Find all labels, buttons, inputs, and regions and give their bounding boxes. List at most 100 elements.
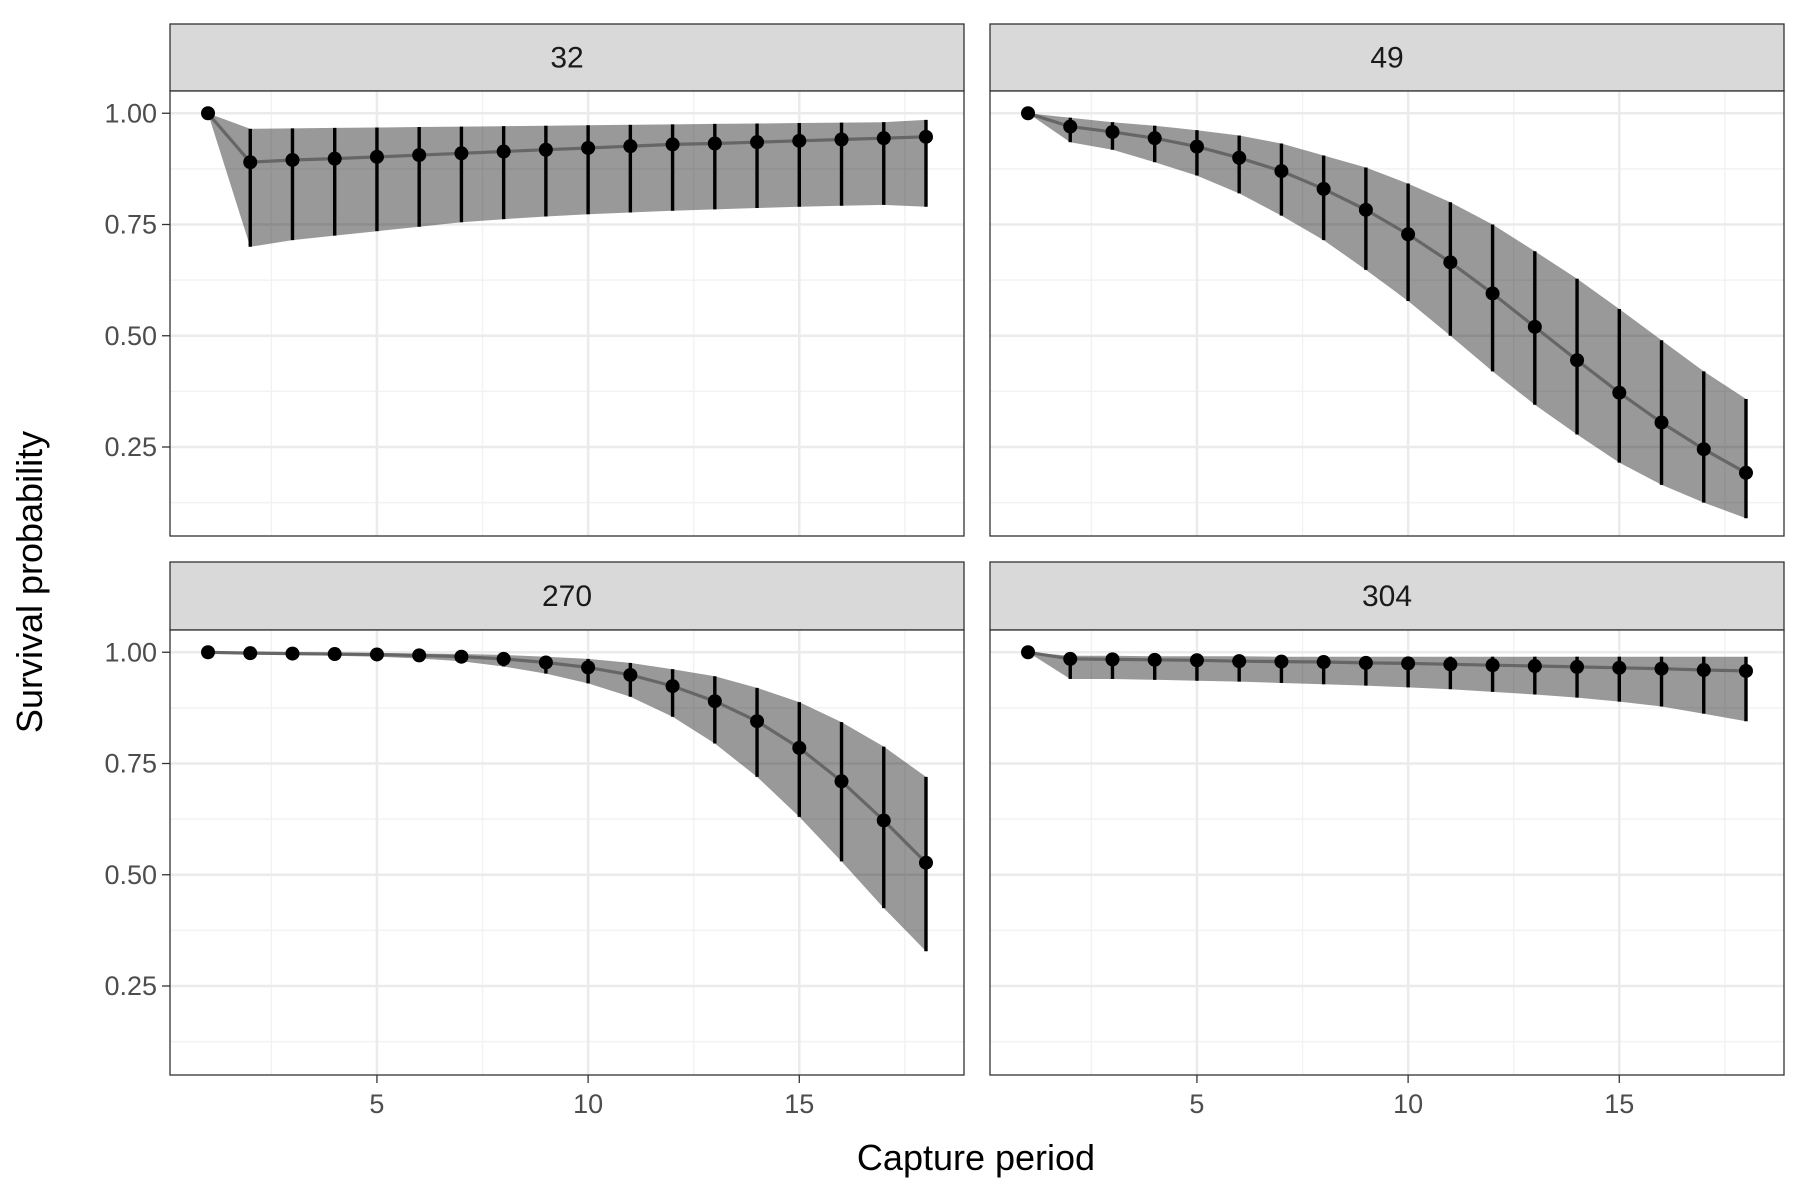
data-point (1232, 150, 1247, 165)
x-tick-label: 10 (573, 1089, 603, 1119)
data-point (707, 136, 722, 151)
data-point (1570, 659, 1585, 674)
x-tick-label: 10 (1393, 1089, 1423, 1119)
data-point (412, 648, 427, 663)
data-point (1063, 119, 1078, 134)
data-point (1401, 656, 1416, 671)
facet-panels: 32 1.00 0.75 0.50 0.25 49 270 1.00 0.75 0.50 0.25 5… (104, 23, 1785, 1119)
data-point (1063, 651, 1078, 666)
facet-strip (989, 23, 1785, 92)
panel-background (990, 630, 1784, 1075)
estimate-line (1027, 111, 1747, 475)
data-point (918, 855, 933, 870)
data-point (327, 151, 342, 166)
data-point (496, 144, 511, 159)
panel-border (989, 90, 1785, 537)
facet-strip-label: 49 (1370, 42, 1403, 75)
y-tick-label: 0.25 (104, 971, 157, 1001)
y-axis-title: Survival probability (9, 431, 50, 733)
data-point (496, 651, 511, 666)
data-point (1147, 652, 1162, 667)
data-point (1105, 124, 1120, 139)
y-tick-label: 0.75 (104, 210, 157, 240)
data-point (285, 646, 300, 661)
data-point (581, 140, 596, 155)
data-point (1021, 645, 1036, 660)
facet-strip-label: 304 (1362, 580, 1412, 613)
data-point (369, 647, 384, 662)
estimate-line (206, 112, 927, 164)
data-point (834, 774, 849, 789)
data-point (1570, 353, 1585, 368)
data-point (834, 132, 849, 147)
data-point (1105, 652, 1120, 667)
facet-strip-label: 270 (542, 580, 592, 613)
data-point (1696, 663, 1711, 678)
data-point (1654, 661, 1669, 676)
data-point (285, 152, 300, 167)
data-point (623, 139, 638, 154)
data-point (1232, 654, 1247, 669)
facet-strip (169, 561, 965, 631)
data-point (665, 137, 680, 152)
x-tick-label: 15 (784, 1089, 814, 1119)
confidence-band (208, 652, 926, 952)
data-point (918, 129, 933, 144)
data-point (707, 694, 722, 709)
data-point (1738, 663, 1753, 678)
x-tick-label: 5 (369, 1089, 384, 1119)
data-point (792, 133, 807, 148)
data-point (1021, 106, 1036, 121)
y-tick-label: 1.00 (104, 637, 157, 667)
estimate-line (207, 650, 928, 864)
data-point (1189, 653, 1204, 668)
data-point (1316, 181, 1331, 196)
data-point (1696, 442, 1711, 457)
facet-270: 270 1.00 0.75 0.50 0.25 5 10 15 (104, 561, 965, 1119)
panel-border (169, 90, 965, 537)
y-tick-label: 0.50 (104, 860, 157, 890)
data-point (1527, 659, 1542, 674)
data-point (1485, 658, 1500, 673)
data-point (369, 149, 384, 164)
confidence-band (1028, 113, 1746, 519)
data-point (1274, 654, 1289, 669)
facet-strip (169, 23, 965, 92)
data-point (876, 813, 891, 828)
data-point (1274, 164, 1289, 179)
panel-background (990, 91, 1784, 536)
data-point (454, 146, 469, 161)
data-point (1443, 657, 1458, 672)
panel-border (169, 629, 965, 1076)
y-tick-label: 0.50 (104, 321, 157, 351)
data-point (623, 667, 638, 682)
facet-49: 49 (989, 23, 1785, 537)
confidence-band (208, 113, 926, 247)
data-point (538, 142, 553, 157)
y-tick-label: 0.25 (104, 432, 157, 462)
data-point (1485, 286, 1500, 301)
data-point (665, 679, 680, 694)
data-point (1316, 655, 1331, 670)
data-point (201, 645, 216, 660)
data-point (201, 106, 216, 121)
facet-strip-label: 32 (550, 42, 583, 75)
x-tick-label: 5 (1189, 1089, 1204, 1119)
data-point (1358, 655, 1373, 670)
data-point (1654, 415, 1669, 430)
data-point (243, 155, 258, 170)
data-point (454, 649, 469, 664)
x-axis-title: Capture period (857, 1137, 1095, 1178)
data-point (1612, 660, 1627, 675)
data-point (538, 655, 553, 670)
data-point (750, 135, 765, 150)
panel-background (170, 91, 964, 536)
estimate-line (1027, 650, 1747, 673)
panel-background (170, 630, 964, 1075)
data-point (1358, 202, 1373, 217)
y-tick-label: 1.00 (104, 98, 157, 128)
y-tick-label: 0.75 (104, 749, 157, 779)
data-point (412, 148, 427, 163)
data-point (1443, 255, 1458, 270)
